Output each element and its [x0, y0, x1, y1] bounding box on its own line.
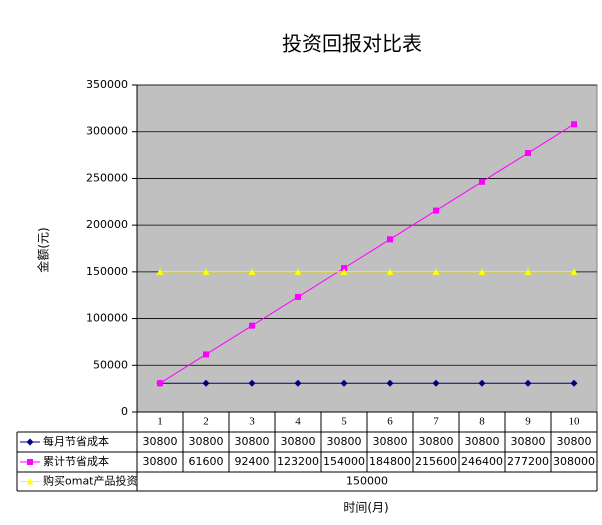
point: [26, 438, 34, 446]
point: [27, 459, 33, 465]
x-tick-label: 9: [525, 416, 531, 428]
x-axis-title: 时间(月): [343, 501, 388, 515]
y-tick-label: 350000: [86, 78, 128, 91]
table-value: 308000: [553, 455, 595, 468]
table-value: 150000: [346, 475, 388, 488]
y-axis-title: 金额(元): [36, 227, 51, 272]
table-value: 184800: [369, 455, 411, 468]
y-tick-label: 150000: [86, 265, 128, 278]
table-value: 30800: [281, 435, 316, 448]
table-value: 30800: [235, 435, 270, 448]
table-value: 30800: [189, 435, 224, 448]
y-tick-label: 100000: [86, 312, 128, 325]
table-value: 154000: [323, 455, 365, 468]
point: [524, 268, 532, 275]
y-tick-label: 50000: [93, 358, 128, 371]
point: [433, 207, 439, 214]
table-value: 30800: [511, 435, 546, 448]
point: [294, 379, 302, 387]
x-tick-label: 4: [295, 416, 301, 428]
point: [524, 379, 532, 387]
point: [248, 379, 256, 387]
table-value: 123200: [277, 455, 319, 468]
x-tick-label: 7: [433, 416, 439, 428]
table-value: 30800: [419, 435, 454, 448]
point: [570, 379, 578, 387]
y-tick-label: 0: [121, 405, 128, 418]
plot-area: [136, 84, 598, 413]
point: [387, 236, 393, 243]
point: [294, 268, 302, 275]
x-tick-label: 10: [569, 416, 581, 428]
table-value: 30800: [143, 435, 178, 448]
point: [571, 121, 577, 128]
table-value: 92400: [235, 455, 270, 468]
x-tick-label: 1: [157, 416, 163, 428]
table-value: 246400: [461, 455, 503, 468]
chart-title: 投资回报对比表: [282, 32, 422, 56]
x-tick-label: 8: [479, 416, 485, 428]
point: [479, 178, 485, 185]
table-value: 30800: [143, 455, 178, 468]
point: [341, 265, 347, 272]
series-line: [159, 123, 575, 384]
point: [386, 379, 394, 387]
point: [203, 351, 209, 358]
point: [525, 150, 531, 157]
point: [156, 268, 164, 275]
table-value: 277200: [507, 455, 549, 468]
x-tick-label: 2: [203, 416, 209, 428]
point: [386, 268, 394, 275]
table-value: 215600: [415, 455, 457, 468]
table-value: 30800: [557, 435, 592, 448]
point: [478, 379, 486, 387]
point: [340, 379, 348, 387]
point: [570, 268, 578, 275]
point: [295, 293, 301, 300]
y-tick-label: 200000: [86, 218, 128, 231]
table-value: 61600: [189, 455, 224, 468]
table-value: 30800: [327, 435, 362, 448]
point: [157, 380, 163, 387]
x-tick-label: 3: [249, 416, 255, 428]
y-tick-label: 250000: [86, 171, 128, 184]
point: [432, 379, 440, 387]
point: [340, 268, 348, 275]
legend-label: 每月节省成本: [43, 434, 109, 448]
point: [202, 379, 210, 387]
point: [248, 268, 256, 275]
legend-label: 购买omat产品投资: [43, 474, 138, 488]
point: [478, 268, 486, 275]
point: [249, 322, 255, 329]
point: [26, 478, 34, 485]
x-tick-label: 6: [387, 416, 393, 428]
point: [432, 268, 440, 275]
point: [202, 268, 210, 275]
table-value: 30800: [373, 435, 408, 448]
legend-label: 累计节省成本: [43, 454, 109, 468]
x-tick-label: 5: [341, 416, 347, 428]
y-tick-label: 300000: [86, 125, 128, 138]
table-value: 30800: [465, 435, 500, 448]
